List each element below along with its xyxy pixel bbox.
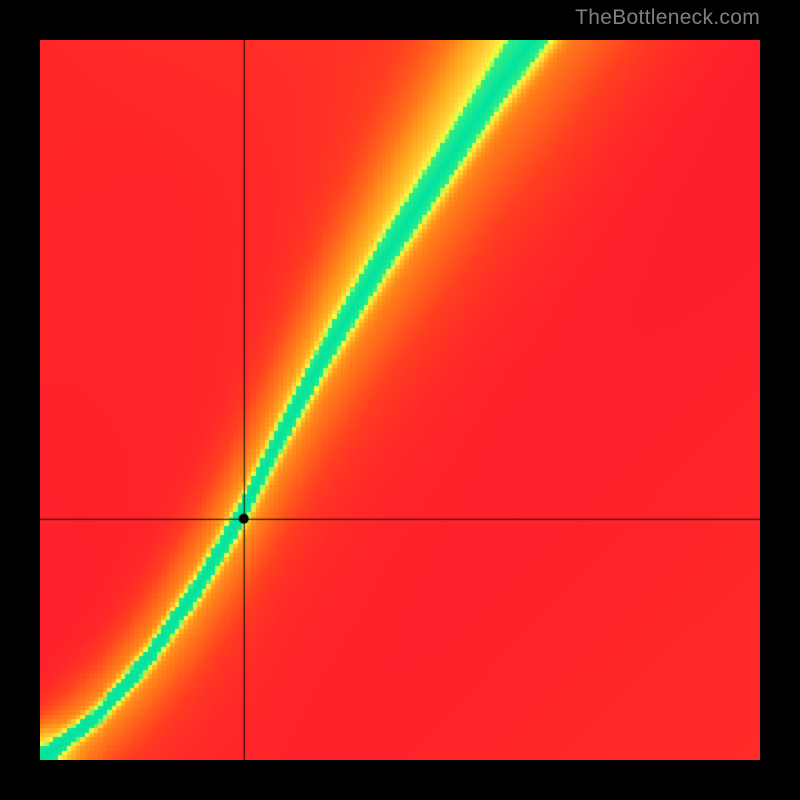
watermark-text: TheBottleneck.com [575,6,760,30]
heatmap-plot [40,40,760,760]
